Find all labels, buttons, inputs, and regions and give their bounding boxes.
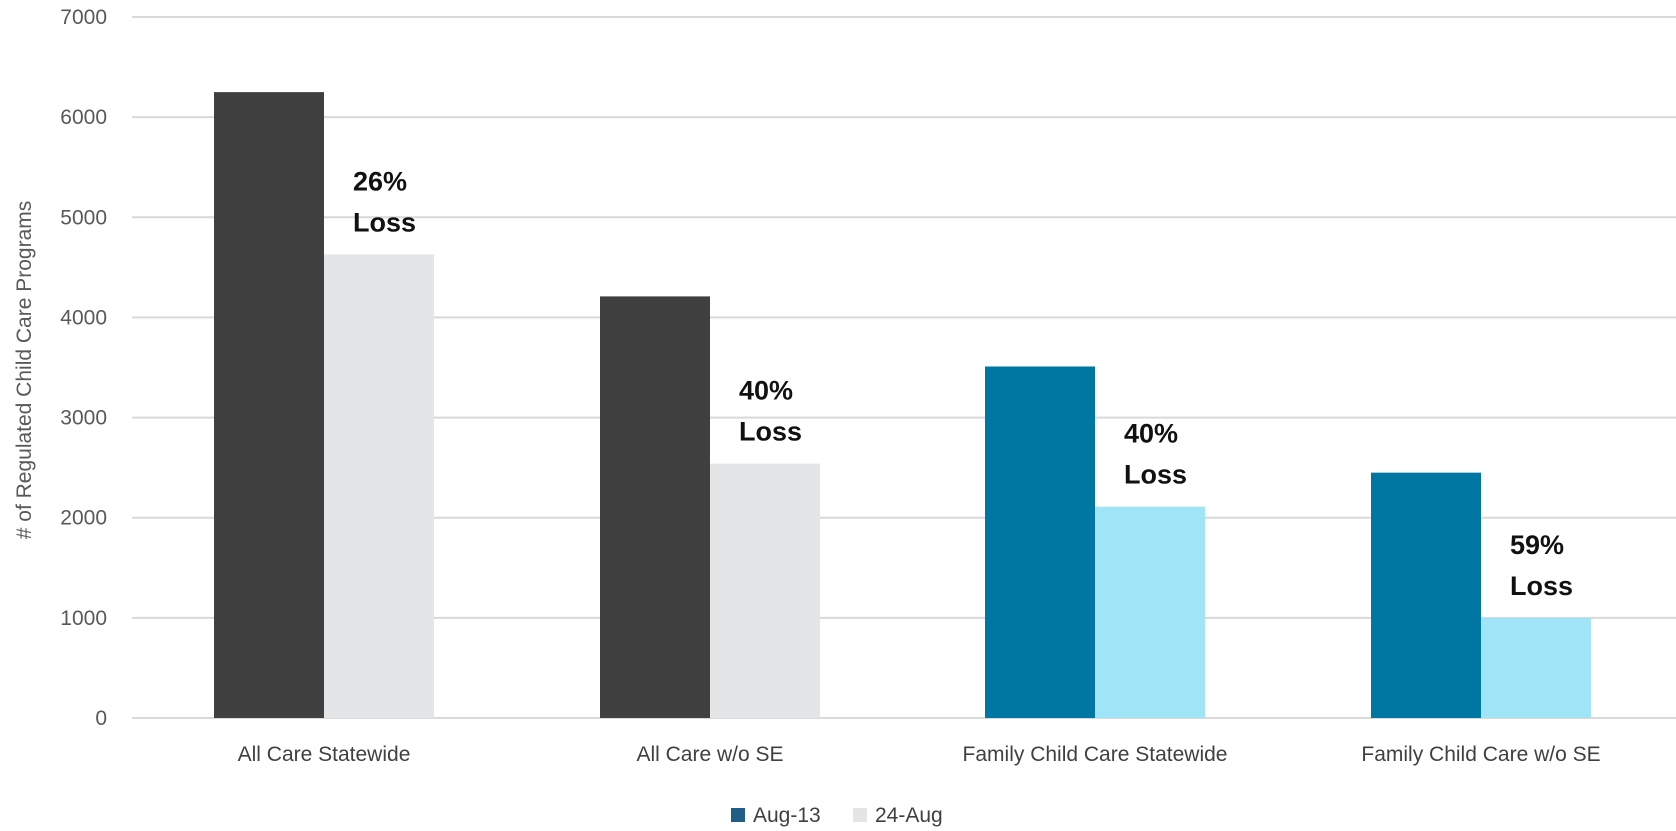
legend-swatch [853, 808, 867, 822]
bar-series-1 [600, 296, 710, 718]
loss-annotation: Loss [1510, 571, 1573, 601]
y-axis-title: # of Regulated Child Care Programs [13, 201, 36, 540]
bar-series-1 [1371, 472, 1481, 718]
legend-label: Aug-13 [753, 804, 821, 827]
y-tick-label: 2000 [60, 507, 107, 530]
bar-series-2 [324, 254, 434, 719]
x-category-label: All Care w/o SE [636, 743, 783, 766]
annotations: 26% Loss 40% Loss 40% Loss 59% Loss [353, 166, 1573, 601]
legend: Aug-13 24-Aug [731, 804, 943, 827]
x-category-label: Family Child Care Statewide [963, 743, 1228, 766]
loss-annotation: 40% [739, 376, 793, 406]
loss-annotation: 26% [353, 166, 407, 196]
loss-annotation: Loss [353, 207, 416, 237]
y-tick-label: 4000 [60, 306, 107, 329]
bar-series-2 [1481, 617, 1591, 718]
loss-annotation: 40% [1124, 419, 1178, 449]
y-tick-label: 3000 [60, 407, 107, 430]
y-tick-label: 5000 [60, 206, 107, 229]
x-category-label: All Care Statewide [238, 743, 411, 766]
legend-swatch [731, 808, 745, 822]
bars [214, 92, 1591, 719]
x-category-label: Family Child Care w/o SE [1361, 743, 1600, 766]
loss-annotation: 59% [1510, 530, 1564, 560]
x-axis-categories: All Care Statewide All Care w/o SE Family … [238, 743, 1601, 766]
loss-annotation: Loss [1124, 460, 1187, 490]
y-tick-label: 0 [95, 707, 107, 730]
y-tick-label: 6000 [60, 106, 107, 129]
bar-series-1 [985, 366, 1095, 718]
y-axis-ticks: 0 1000 2000 3000 4000 5000 6000 7000 [60, 6, 107, 730]
loss-annotation: Loss [739, 417, 802, 447]
y-tick-label: 7000 [60, 6, 107, 29]
bar-series-2 [1095, 506, 1205, 718]
y-tick-label: 1000 [60, 607, 107, 630]
bar-series-1 [214, 92, 324, 719]
bar-series-2 [710, 463, 820, 718]
legend-label: 24-Aug [875, 804, 943, 827]
